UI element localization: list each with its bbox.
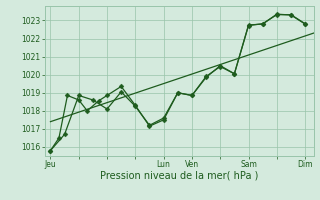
X-axis label: Pression niveau de la mer( hPa ): Pression niveau de la mer( hPa ) — [100, 171, 258, 181]
